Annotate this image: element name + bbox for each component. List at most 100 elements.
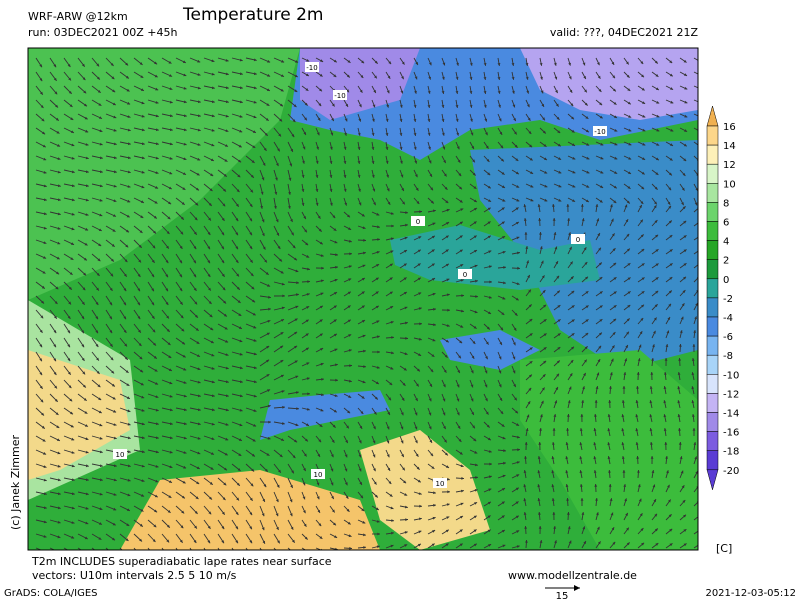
wind-arrow-head	[501, 424, 505, 427]
wind-arrow-head	[557, 143, 561, 147]
wind-arrow-head	[446, 278, 450, 282]
wind-arrow-head	[266, 374, 270, 377]
wind-arrow-head	[127, 464, 131, 468]
wind-arrow-head	[167, 216, 171, 220]
wind-arrow-head	[71, 184, 75, 188]
wind-arrow-head	[85, 521, 89, 525]
wind-arrow-head	[321, 266, 324, 270]
wind-arrow-head	[527, 104, 530, 108]
wind-arrow-head	[334, 278, 338, 282]
wind-arrow-head	[207, 274, 211, 277]
wind-arrow-head	[109, 316, 112, 320]
wind-arrow-head	[71, 521, 75, 524]
wind-arrow-head	[85, 143, 89, 146]
run-info: run: 03DEC2021 00Z +45h	[28, 26, 178, 39]
wind-arrow-head	[209, 188, 213, 191]
wind-arrow-head	[182, 60, 186, 63]
wind-arrow-head	[225, 114, 229, 118]
wind-arrow-head	[305, 347, 309, 351]
wind-arrow-head	[140, 508, 144, 512]
wind-arrow-head	[692, 344, 696, 347]
wind-arrow-head	[626, 61, 629, 65]
wind-arrow-head	[470, 370, 474, 374]
wind-arrow-head	[484, 384, 488, 388]
wind-arrow-head	[56, 438, 60, 441]
field-west	[28, 48, 300, 300]
wind-arrow-head	[318, 439, 322, 443]
wind-arrow-head	[222, 497, 226, 501]
wind-arrow-head	[429, 383, 432, 387]
wind-arrow-head	[568, 232, 571, 236]
wind-arrow-head	[528, 131, 532, 134]
wind-arrow-head	[641, 74, 644, 78]
wind-arrow-head	[598, 247, 601, 251]
wind-arrow-head	[267, 320, 271, 323]
wind-arrow-head	[527, 274, 530, 278]
wind-arrow-head	[320, 408, 324, 412]
wind-arrow-head	[390, 237, 394, 241]
wind-arrow-head	[85, 450, 89, 454]
wind-arrow-head	[109, 343, 113, 347]
wind-arrow-head	[294, 345, 298, 349]
wind-arrow-head	[612, 75, 615, 79]
wind-arrow-head	[345, 440, 348, 444]
wind-arrow-head	[594, 484, 598, 487]
wind-arrow-head	[556, 373, 559, 377]
wind-arrow-head	[211, 452, 214, 455]
wind-arrow-head	[169, 480, 172, 483]
wind-arrow-head	[517, 435, 520, 439]
wind-arrow-head	[169, 381, 173, 385]
wind-arrow-head	[84, 116, 88, 120]
wind-vectors	[35, 57, 698, 550]
wind-arrow-head	[557, 333, 561, 337]
wind-arrow-head	[530, 198, 534, 202]
wind-arrow-head	[225, 144, 228, 147]
wind-arrow-head	[445, 339, 449, 343]
wind-arrow-head	[140, 88, 144, 91]
wind-arrow-head	[568, 62, 571, 66]
contour-label-bg	[411, 216, 425, 226]
wind-arrow-head	[416, 383, 419, 387]
wind-arrow-head	[85, 464, 89, 468]
wind-arrow-head	[539, 246, 543, 250]
wind-arrow-head	[288, 206, 291, 209]
wind-arrow-head	[235, 260, 239, 263]
wind-arrow-head	[664, 442, 668, 445]
wind-arrow-head	[488, 295, 492, 299]
field-southeast	[520, 350, 698, 550]
wind-arrow-head	[614, 115, 617, 118]
wind-arrow-head	[239, 100, 243, 104]
wind-arrow-head	[433, 323, 436, 327]
wind-arrow-head	[281, 390, 285, 393]
wind-arrow-head	[39, 64, 42, 68]
wind-arrow-head	[405, 505, 408, 509]
wind-arrow-head	[428, 398, 432, 402]
colorbar-band	[706, 183, 719, 203]
wind-arrow-head	[442, 146, 446, 150]
wind-arrow-head	[586, 156, 590, 160]
wind-arrow	[119, 547, 123, 550]
wind-arrow-head	[608, 470, 611, 473]
wind-arrow-head	[278, 469, 281, 473]
wind-arrow-head	[389, 493, 393, 497]
wind-arrow-head	[372, 454, 376, 458]
wind-arrow-head	[401, 61, 405, 65]
wind-arrow-head	[363, 365, 366, 368]
wind-arrow-head	[529, 374, 532, 378]
wind-arrow-head	[627, 291, 631, 295]
wind-arrow-head	[445, 529, 449, 533]
wind-arrow-head	[113, 184, 117, 188]
wind-arrow-head	[655, 263, 659, 267]
wind-arrow-head	[57, 478, 61, 482]
wind-arrow-head	[155, 465, 159, 468]
wind-arrow-head	[95, 344, 99, 347]
wind-arrow-head	[374, 60, 378, 64]
wind-arrow-head	[303, 468, 306, 472]
wind-arrow-head	[649, 428, 653, 431]
wind-arrow-head	[572, 170, 576, 174]
wind-arrow-head	[294, 74, 298, 78]
wind-arrow-head	[414, 426, 418, 430]
wind-arrow-head	[140, 75, 144, 78]
wind-arrow-head	[295, 423, 299, 427]
wind-arrow-head	[211, 394, 215, 398]
